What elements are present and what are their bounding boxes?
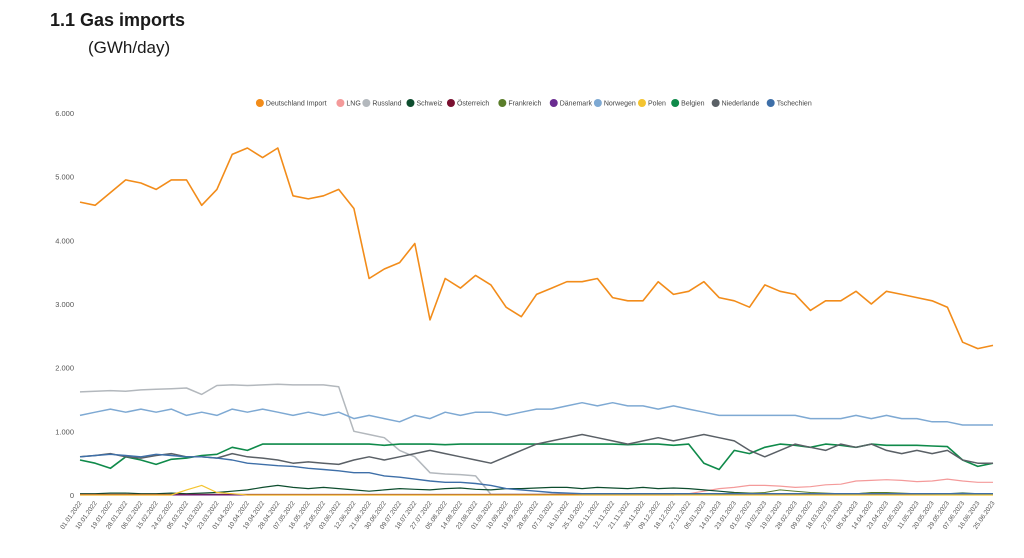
legend-label-russland: Russland: [372, 101, 401, 108]
series-layer: [79, 147, 994, 496]
legend-marker-oesterreich: [446, 99, 455, 107]
series-line-russland: [79, 383, 993, 496]
legend-label-daenemark: Dänemark: [560, 101, 593, 108]
legend-label-lng: LNG: [346, 101, 360, 108]
series-line-polen: [80, 484, 993, 496]
legend-marker-schweiz: [406, 99, 415, 107]
y-tick-label: 4.000: [55, 236, 74, 245]
legend-marker-belgien: [671, 99, 680, 107]
x-axis: 01.01.202210.01.202219.01.202228.01.2022…: [59, 500, 997, 531]
legend-label-tschechien: Tschechien: [777, 101, 812, 108]
legend-label-oesterreich: Österreich: [457, 100, 489, 108]
series-line-tschechien: [79, 453, 993, 495]
legend-label-frankreich: Frankreich: [508, 101, 541, 108]
chart-legend: Deutschland Import LNG Russland Schweiz Öste…: [255, 99, 812, 108]
legend-label-norwegen: Norwegen: [604, 101, 636, 108]
y-tick-label: 2.000: [55, 364, 74, 373]
legend-label-deutschland-import: Deutschland Import: [266, 101, 327, 108]
legend-label-belgien: Belgien: [681, 101, 704, 108]
page-title: 1.1 Gas imports: [50, 10, 186, 30]
series-line-norwegen: [79, 401, 993, 426]
legend-marker-norwegen: [593, 99, 602, 107]
legend-label-niederlande: Niederlande: [722, 101, 760, 108]
legend-marker-polen: [637, 99, 646, 107]
y-tick-label: 1.000: [55, 427, 74, 436]
y-tick-label: 0: [70, 491, 74, 500]
legend-marker-niederlande: [711, 99, 720, 107]
legend-marker-deutschland-import: [255, 99, 264, 107]
legend-marker-tschechien: [766, 99, 775, 107]
chart-unit-subtitle: (GWh/day): [88, 38, 171, 57]
y-axis: 0 1.000 2.000 3.000 4.000 5.000 6.000: [55, 109, 74, 500]
y-tick-label: 3.000: [55, 300, 74, 309]
legend-marker-frankreich: [498, 99, 507, 107]
series-line-niederlande: [79, 433, 993, 466]
series-line-deutschland-import: [79, 147, 994, 350]
y-tick-label: 6.000: [55, 109, 74, 118]
y-tick-label: 5.000: [55, 173, 74, 182]
legend-label-polen: Polen: [648, 101, 666, 108]
legend-marker-russland: [362, 99, 371, 107]
legend-label-schweiz: Schweiz: [416, 101, 443, 108]
legend-marker-lng: [336, 99, 345, 107]
legend-marker-daenemark: [549, 99, 558, 107]
